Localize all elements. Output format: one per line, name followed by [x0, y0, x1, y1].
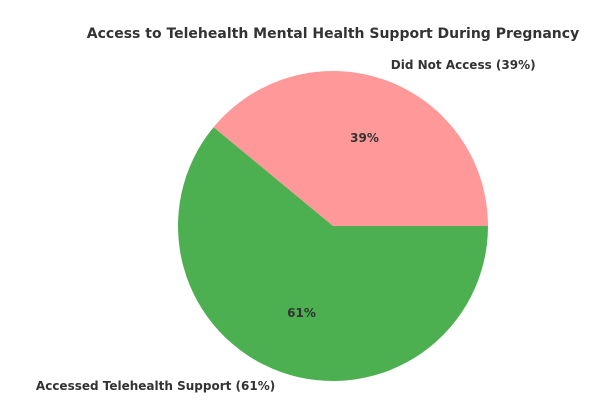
chart-title: Access to Telehealth Mental Health Suppo…	[87, 26, 579, 42]
pie-slice	[177, 127, 488, 382]
value-label: 61%	[287, 306, 316, 320]
slice-label: Did Not Access (39%)	[391, 58, 536, 72]
slice-label: Accessed Telehealth Support (61%)	[36, 379, 275, 393]
value-label: 39%	[350, 131, 379, 145]
pie-slice	[213, 71, 489, 226]
